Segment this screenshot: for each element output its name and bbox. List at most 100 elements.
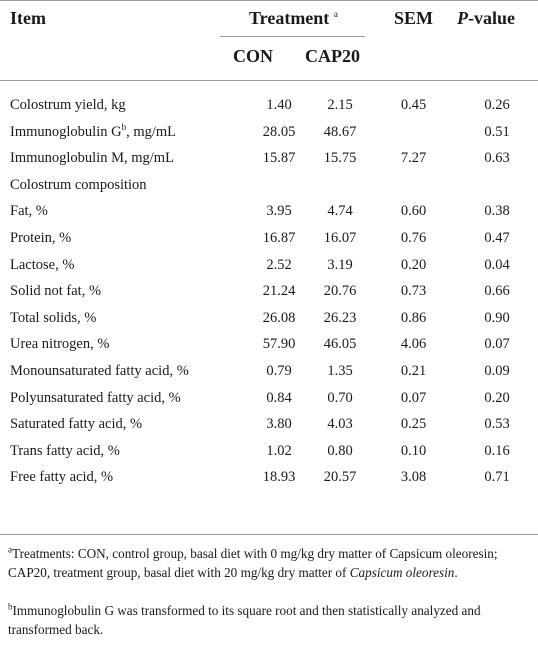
row-item-text: Colostrum composition: [10, 177, 147, 193]
header-treatment-sup: a: [333, 9, 338, 19]
cell-pvalue: 0.63: [484, 150, 510, 166]
footnote-a-mark: a: [8, 544, 12, 555]
table-row: Colostrum yield, kg 1.40 2.15 0.45 0.26: [0, 97, 538, 121]
row-item-suffix: , mg/mL: [126, 124, 177, 140]
row-item-label: Total solids, %: [10, 310, 96, 327]
cell-cap20: 15.75: [323, 150, 357, 166]
row-item-text: Total solids, %: [10, 310, 97, 326]
cell-cap20: 20.57: [323, 469, 357, 485]
footnote-b: bImmunoglobulin G was transformed to its…: [8, 601, 530, 639]
cell-cap20: 20.76: [323, 283, 357, 299]
cell-cap20: 48.67: [323, 124, 357, 140]
row-item-text: Solid not fat, %: [10, 283, 102, 299]
header-pvalue-rest: -value: [468, 8, 515, 28]
row-item-label: Colostrum composition: [10, 177, 147, 194]
row-item-label: Lactose, %: [10, 257, 74, 274]
cell-sem: 0.45: [400, 97, 427, 113]
header-pvalue: P-value: [457, 8, 515, 29]
cell-cap20: 46.05: [323, 336, 357, 352]
cell-sem: 0.10: [400, 443, 427, 459]
cell-sem: 3.08: [400, 469, 427, 485]
row-item-label: Monounsaturated fatty acid, %: [10, 363, 189, 380]
row-item-label: Immunoglobulin Gb, mg/mL: [10, 122, 177, 141]
cell-cap20: 1.35: [327, 363, 353, 379]
row-item-text: Immunoglobulin G: [10, 124, 122, 140]
header-con: CON: [233, 46, 273, 66]
row-item-label: Urea nitrogen, %: [10, 336, 109, 353]
header-bottom-rule: [0, 80, 538, 81]
cell-con: 15.87: [262, 150, 296, 166]
footnote-b-text: Immunoglobulin G was transformed to its …: [8, 603, 481, 637]
table-row: Fat, % 3.95 4.74 0.60 0.38: [0, 203, 538, 227]
cell-cap20: 0.70: [327, 390, 353, 406]
table-row: Free fatty acid, % 18.93 20.57 3.08 0.71: [0, 469, 538, 493]
row-item-text: Urea nitrogen, %: [10, 336, 110, 352]
header-treatment: Treatment a: [249, 8, 338, 29]
cell-con: 1.02: [266, 443, 292, 459]
cell-pvalue: 0.04: [484, 257, 510, 273]
cell-sem: 0.73: [400, 283, 427, 299]
row-item-label: Fat, %: [10, 203, 48, 220]
row-item-label: Free fatty acid, %: [10, 469, 113, 486]
table-bottom-rule: [0, 534, 538, 535]
footnote-b-mark: b: [8, 601, 13, 612]
table-row: Solid not fat, % 21.24 20.76 0.73 0.66: [0, 283, 538, 307]
cell-con: 0.84: [266, 390, 292, 406]
cell-sem: 0.60: [400, 203, 427, 219]
table-row: Saturated fatty acid, % 3.80 4.03 0.25 0.53: [0, 416, 538, 440]
cell-sem: 0.20: [400, 257, 427, 273]
row-item-text: Immunoglobulin M, mg/mL: [10, 150, 174, 166]
row-item-label: Trans fatty acid, %: [10, 443, 120, 460]
footnote-a-text: Treatments: CON, control group, basal di…: [8, 546, 498, 580]
cell-con: 1.40: [266, 97, 292, 113]
cell-sem: 0.21: [400, 363, 427, 379]
cell-sem: 0.25: [400, 416, 427, 432]
cell-cap20: 26.23: [323, 310, 357, 326]
row-item-text: Colostrum yield, kg: [10, 97, 126, 113]
cell-con: 0.79: [266, 363, 292, 379]
cell-cap20: 4.03: [327, 416, 353, 432]
row-item-text: Saturated fatty acid, %: [10, 416, 143, 432]
cell-pvalue: 0.51: [484, 124, 510, 140]
table-row: Polyunsaturated fatty acid, % 0.84 0.70 0.0…: [0, 390, 538, 414]
table-row: Total solids, % 26.08 26.23 0.86 0.90: [0, 310, 538, 334]
top-rule: [0, 0, 538, 1]
row-item-text: Polyunsaturated fatty acid, %: [10, 390, 181, 406]
table-row: Colostrum composition: [0, 177, 538, 201]
footnote-a-italic: Capsicum oleoresin: [349, 565, 455, 580]
row-item-text: Free fatty acid, %: [10, 469, 114, 485]
cell-con: 16.87: [262, 230, 296, 246]
table-row: Lactose, % 2.52 3.19 0.20 0.04: [0, 257, 538, 281]
cell-con: 2.52: [266, 257, 292, 273]
cell-sem: 0.86: [400, 310, 427, 326]
header-pvalue-p: P: [457, 8, 468, 28]
row-item-text: Trans fatty acid, %: [10, 443, 120, 459]
cell-pvalue: 0.71: [484, 469, 510, 485]
row-item-label: Saturated fatty acid, %: [10, 416, 142, 433]
table-row: Immunoglobulin M, mg/mL 15.87 15.75 7.27 0.6…: [0, 150, 538, 174]
table-row: Immunoglobulin Gb, mg/mL 28.05 48.67 0.51: [0, 122, 538, 148]
row-item-sup: b: [121, 122, 127, 133]
header-treatment-label: Treatment: [249, 8, 330, 28]
row-item-text: Protein, %: [10, 230, 72, 246]
row-item-text: Fat, %: [10, 203, 48, 219]
cell-pvalue: 0.90: [484, 310, 510, 326]
treatment-rule: [220, 36, 365, 37]
cell-pvalue: 0.16: [484, 443, 510, 459]
cell-cap20: 2.15: [327, 97, 353, 113]
cell-con: 18.93: [262, 469, 296, 485]
table-row: Protein, % 16.87 16.07 0.76 0.47: [0, 230, 538, 254]
row-item-label: Colostrum yield, kg: [10, 97, 126, 114]
row-item-label: Solid not fat, %: [10, 283, 101, 300]
table-row: Monounsaturated fatty acid, % 0.79 1.35 0.2…: [0, 363, 538, 387]
cell-con: 26.08: [262, 310, 296, 326]
cell-con: 57.90: [262, 336, 296, 352]
cell-con: 28.05: [262, 124, 296, 140]
cell-cap20: 3.19: [327, 257, 353, 273]
footnote-a: aTreatments: CON, control group, basal d…: [8, 544, 530, 582]
cell-pvalue: 0.07: [484, 336, 510, 352]
table-row: Urea nitrogen, % 57.90 46.05 4.06 0.07: [0, 336, 538, 360]
cell-pvalue: 0.09: [484, 363, 510, 379]
cell-sem: 0.76: [400, 230, 427, 246]
cell-pvalue: 0.47: [484, 230, 510, 246]
